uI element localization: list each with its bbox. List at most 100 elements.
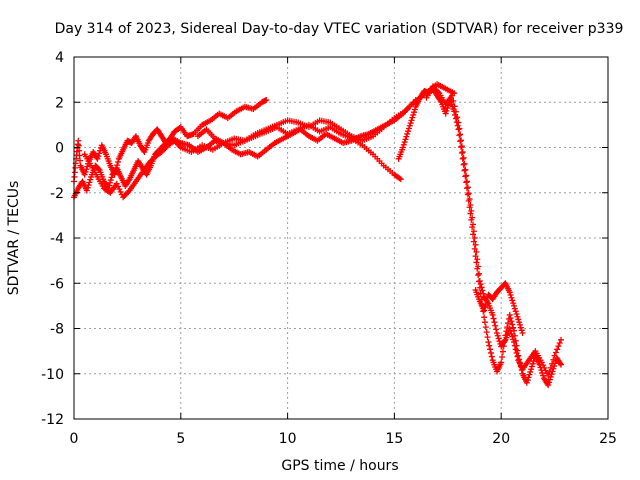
data-point xyxy=(406,122,413,129)
data-point xyxy=(542,367,549,374)
data-point xyxy=(484,334,491,341)
data-point xyxy=(547,364,554,371)
data-point xyxy=(95,166,102,173)
data-point xyxy=(515,316,522,323)
data-point xyxy=(486,342,493,349)
data-point xyxy=(470,221,477,228)
data-point xyxy=(526,371,533,378)
data-point xyxy=(481,307,488,314)
data-point xyxy=(472,253,479,260)
data-point xyxy=(94,155,101,162)
data-point xyxy=(407,120,414,127)
data-point xyxy=(490,315,497,322)
data-point xyxy=(487,346,494,353)
data-point xyxy=(456,125,463,132)
data-point xyxy=(554,346,561,353)
data-point xyxy=(509,321,516,328)
data-point xyxy=(528,366,535,373)
data-point xyxy=(83,166,90,173)
data-point xyxy=(469,214,476,221)
data-point xyxy=(404,130,411,137)
data-point xyxy=(546,376,553,383)
data-point xyxy=(508,294,515,301)
data-point xyxy=(510,324,517,331)
data-point xyxy=(512,308,519,315)
y-tick-label: -8 xyxy=(50,322,64,338)
data-point xyxy=(545,373,552,380)
data-point xyxy=(471,245,478,252)
data-point xyxy=(513,349,520,356)
data-point xyxy=(513,311,520,318)
data-point xyxy=(558,336,565,343)
data-point xyxy=(482,301,489,308)
data-point xyxy=(470,238,477,245)
data-point xyxy=(462,173,469,180)
data-point xyxy=(410,111,417,118)
data-point xyxy=(479,287,486,294)
data-point xyxy=(458,149,465,156)
data-point xyxy=(455,126,462,133)
data-point xyxy=(470,231,477,238)
data-point xyxy=(465,190,472,197)
y-tick-label: -2 xyxy=(50,186,64,202)
data-point xyxy=(475,270,482,277)
data-point xyxy=(459,149,466,156)
data-point xyxy=(106,182,113,189)
x-axis-tick-labels: 0 5 10 15 20 25 xyxy=(70,431,617,447)
data-point xyxy=(449,92,456,99)
data-point xyxy=(464,178,471,185)
data-point xyxy=(95,153,102,160)
data-point xyxy=(397,176,404,183)
data-point xyxy=(463,179,470,186)
data-point xyxy=(506,311,513,318)
data-point xyxy=(555,343,562,350)
data-point xyxy=(540,362,547,369)
data-point xyxy=(462,166,469,173)
data-point xyxy=(485,339,492,346)
data-point xyxy=(538,359,545,366)
data-point xyxy=(511,305,518,312)
data-point xyxy=(461,160,468,167)
data-point xyxy=(477,281,484,288)
data-point xyxy=(464,184,471,191)
data-point xyxy=(511,339,518,346)
data-point xyxy=(454,114,461,121)
data-point xyxy=(493,326,500,333)
data-point xyxy=(499,354,506,361)
series-track-f xyxy=(423,83,565,380)
data-point xyxy=(540,372,547,379)
data-point xyxy=(524,377,531,384)
data-point xyxy=(115,158,122,165)
data-point xyxy=(87,176,94,183)
chart-title: Day 314 of 2023, Sidereal Day-to-day VTE… xyxy=(55,21,624,37)
data-point xyxy=(556,339,563,346)
data-point xyxy=(85,182,92,189)
data-point xyxy=(408,117,415,124)
data-point xyxy=(405,128,412,135)
data-point xyxy=(480,290,487,297)
data-point xyxy=(464,185,471,192)
data-point xyxy=(545,382,552,389)
data-point xyxy=(86,179,93,186)
data-point xyxy=(552,349,559,356)
data-point xyxy=(460,154,467,161)
series-track-d xyxy=(194,81,458,160)
data-point xyxy=(528,363,535,370)
data-point xyxy=(506,325,513,332)
data-point xyxy=(460,161,467,168)
data-point xyxy=(519,330,526,337)
y-axis-label: SDTVAR / TECUs xyxy=(6,181,22,296)
y-tick-label: 2 xyxy=(55,95,64,111)
data-point xyxy=(546,368,553,375)
data-point xyxy=(470,228,477,235)
data-point xyxy=(467,210,474,217)
data-point xyxy=(475,263,482,270)
data-point xyxy=(467,201,474,208)
data-point xyxy=(107,177,114,184)
data-point xyxy=(517,324,524,331)
data-point xyxy=(96,150,103,157)
data-point xyxy=(456,132,463,139)
data-point xyxy=(525,374,532,381)
data-point xyxy=(527,368,534,375)
